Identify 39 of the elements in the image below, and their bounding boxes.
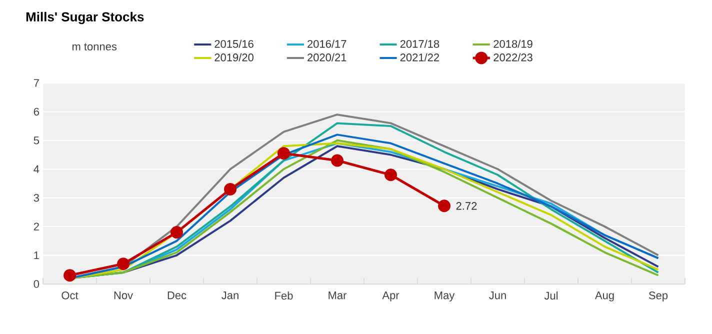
y-tick-label: 3: [34, 194, 39, 202]
x-tick-label: Dec: [168, 292, 186, 300]
point: [64, 269, 76, 282]
x-tick-label: Oct: [62, 292, 78, 300]
y-tick-label: 2: [34, 222, 39, 230]
y-tick-label: 0: [34, 280, 40, 288]
x-tick-label: Aug: [594, 292, 614, 302]
legend-label: 2015/16: [214, 40, 254, 48]
y-tick-label: 4: [34, 165, 40, 173]
x-tick-label: Sep: [648, 292, 668, 302]
point: [438, 200, 451, 212]
y-tick-label: 7: [34, 79, 39, 87]
y-tick-label: 1: [34, 252, 39, 260]
data-label: 2.72: [456, 202, 477, 210]
x-tick-label: Feb: [275, 292, 293, 300]
x-tick-label: May: [434, 292, 455, 302]
point: [331, 154, 344, 167]
x-tick-label: Jun: [489, 292, 506, 300]
point: [224, 182, 237, 196]
legend-label: 2021/22: [400, 53, 440, 62]
x-tick-label: Mar: [328, 292, 347, 300]
x-tick-label: Jan: [222, 292, 238, 300]
chart-title: Mills' Sugar Stocks: [26, 12, 144, 24]
x-tick-label: Jul: [544, 292, 558, 300]
legend-label: 2022/23: [494, 53, 532, 62]
legend-label: 2016/17: [308, 40, 346, 48]
legend-label: 2019/20: [214, 53, 254, 62]
legend-label: 2017/18: [400, 40, 440, 48]
y-axis-title: m tonnes: [72, 43, 117, 50]
point: [170, 226, 184, 239]
point: [117, 258, 130, 270]
point: [384, 168, 398, 182]
y-tick-label: 5: [34, 136, 40, 144]
point: [278, 147, 290, 160]
legend-label: 2020/21: [308, 53, 346, 62]
x-tick-label: Nov: [114, 292, 133, 300]
x-tick-label: Apr: [382, 292, 400, 302]
legend-label: 2018/19: [494, 40, 532, 48]
y-tick-label: 6: [34, 108, 39, 116]
